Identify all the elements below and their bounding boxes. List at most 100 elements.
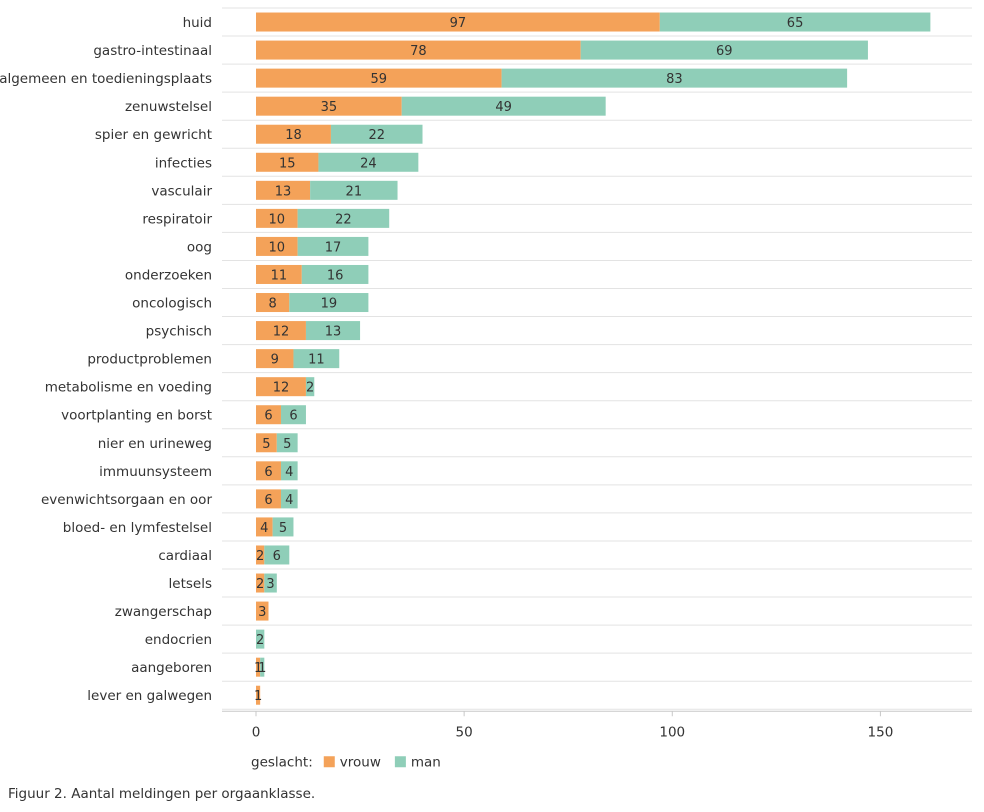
bar-vrouw-psychisch: [256, 321, 306, 341]
legend: geslacht: vrouw man: [251, 754, 441, 770]
bar-man-huid: [659, 12, 931, 32]
bar-label-vrouw-oog: 10: [269, 240, 286, 255]
legend-label-vrouw: vrouw: [340, 754, 381, 770]
category-label-zenuwstelsel: zenuwstelsel: [125, 99, 212, 115]
bar-label-vrouw-respiratoir: 10: [269, 212, 286, 227]
bar-label-man-voortplanting-en-borst: 6: [289, 409, 297, 424]
bar-label-vrouw-oncologisch: 8: [269, 297, 277, 312]
bar-label-man-huid: 65: [787, 16, 804, 31]
bar-label-man-productproblemen: 11: [308, 353, 325, 368]
bar-man-zenuwstelsel: [401, 96, 606, 116]
bar-label-vrouw-productproblemen: 9: [271, 353, 279, 368]
bar-label-man-metabolisme-en-voeding: 2: [306, 381, 314, 396]
bar-label-vrouw-huid: 97: [450, 16, 467, 31]
bar-vrouw-algemeen-en-toedieningsplaats: [256, 68, 502, 88]
category-label-metabolisme-en-voeding: metabolisme en voeding: [45, 380, 212, 396]
category-label-infecties: infecties: [155, 155, 212, 171]
bar-label-vrouw-infecties: 15: [279, 156, 296, 171]
bar-vrouw-zwangerschap: [256, 601, 269, 621]
category-label-psychisch: psychisch: [146, 324, 212, 340]
category-label-gastro-intestinaal: gastro-intestinaal: [93, 43, 212, 59]
bar-man-aangeboren: [260, 657, 265, 677]
bar-man-onderzoeken: [301, 264, 369, 284]
gridlines: [222, 7, 972, 710]
bar-man-spier-en-gewricht: [330, 124, 423, 144]
legend-swatch-man: [394, 756, 406, 768]
stacked-bar-chart: 0 50 100 150 huid gastro-intestinaal algemeen…: [0, 7, 972, 770]
bar-label-man-evenwichtsorgaan-en-oor: 4: [285, 493, 293, 508]
bar-label-man-cardiaal: 6: [273, 549, 281, 564]
bar-vrouw-infecties: [256, 152, 319, 172]
bar-label-man-infecties: 24: [360, 156, 377, 171]
bar-label-vrouw-algemeen-en-toedieningsplaats: 59: [371, 72, 388, 87]
bar-label-vrouw-vasculair: 13: [275, 184, 292, 199]
bar-man-immuunsysteem: [280, 461, 298, 481]
bar-label-man-gastro-intestinaal: 69: [716, 44, 733, 59]
category-labels: huid gastro-intestinaal algemeen en toedie…: [0, 15, 212, 704]
category-label-endocrien: endocrien: [145, 632, 212, 648]
category-label-zwangerschap: zwangerschap: [115, 604, 212, 620]
bar-man-metabolisme-en-voeding: [305, 377, 315, 397]
x-tick-label: 50: [456, 724, 473, 740]
category-label-nier-en-urineweg: nier en urineweg: [98, 436, 212, 452]
x-tick-label: 100: [659, 724, 685, 740]
bar-label-man-bloed-en-lymfestelsel: 5: [279, 521, 287, 536]
bar-label-man-psychisch: 13: [325, 325, 342, 340]
category-label-cardiaal: cardiaal: [158, 548, 212, 564]
bar-label-man-onderzoeken: 16: [327, 268, 344, 283]
bar-man-letsels: [264, 573, 277, 593]
bar-vrouw-productproblemen: [256, 349, 294, 369]
figure-caption: Figuur 2. Aantal meldingen per orgaankla…: [8, 786, 316, 802]
bar-vrouw-immuunsysteem: [256, 461, 281, 481]
category-label-lever-en-galwegen: lever en galwegen: [87, 688, 212, 704]
bar-vrouw-aangeboren: [256, 657, 261, 677]
bar-man-nier-en-urineweg: [276, 433, 298, 453]
category-label-spier-en-gewricht: spier en gewricht: [95, 127, 212, 143]
bar-man-infecties: [318, 152, 419, 172]
bar-vrouw-evenwichtsorgaan-en-oor: [256, 489, 281, 509]
bar-vrouw-onderzoeken: [256, 264, 302, 284]
bar-man-voortplanting-en-borst: [280, 405, 306, 425]
bar-label-vrouw-cardiaal: 2: [256, 549, 264, 564]
bar-label-man-zenuwstelsel: 49: [495, 100, 512, 115]
bar-vrouw-oncologisch: [256, 293, 290, 313]
bar-label-man-algemeen-en-toedieningsplaats: 83: [666, 72, 683, 87]
bar-man-oncologisch: [289, 293, 369, 313]
category-label-letsels: letsels: [169, 576, 212, 592]
category-label-oncologisch: oncologisch: [132, 296, 212, 312]
bar-label-vrouw-metabolisme-en-voeding: 12: [273, 381, 290, 396]
category-label-productproblemen: productproblemen: [87, 352, 212, 368]
bar-label-vrouw-aangeboren: 1: [254, 661, 262, 676]
legend-title: geslacht:: [251, 754, 313, 770]
bar-label-man-oncologisch: 19: [321, 297, 338, 312]
category-label-huid: huid: [183, 15, 212, 31]
bar-vrouw-zenuwstelsel: [256, 96, 402, 116]
legend-label-man: man: [411, 754, 441, 770]
bar-man-psychisch: [305, 321, 361, 341]
category-label-bloed-en-lymfestelsel: bloed- en lymfestelsel: [63, 520, 212, 536]
bar-vrouw-lever-en-galwegen: [256, 685, 261, 705]
bar-label-man-oog: 17: [325, 240, 342, 255]
bar-label-vrouw-gastro-intestinaal: 78: [410, 44, 427, 59]
bar-man-respiratoir: [297, 208, 390, 228]
bar-vrouw-metabolisme-en-voeding: [256, 377, 306, 397]
bar-label-vrouw-onderzoeken: 11: [271, 268, 288, 283]
bar-vrouw-oog: [256, 236, 298, 256]
category-label-evenwichtsorgaan-en-oor: evenwichtsorgaan en oor: [41, 492, 212, 508]
bar-label-man-spier-en-gewricht: 22: [368, 128, 385, 143]
bar-man-endocrien: [256, 629, 265, 649]
bar-vrouw-letsels: [256, 573, 265, 593]
category-label-onderzoeken: onderzoeken: [125, 267, 212, 283]
bar-label-vrouw-psychisch: 12: [273, 325, 290, 340]
bar-vrouw-vasculair: [256, 180, 311, 200]
bar-label-vrouw-nier-en-urineweg: 5: [262, 437, 270, 452]
x-tick-label: 150: [868, 724, 894, 740]
category-label-respiratoir: respiratoir: [142, 211, 212, 227]
bar-label-vrouw-voortplanting-en-borst: 6: [264, 409, 272, 424]
category-label-oog: oog: [187, 239, 212, 255]
bar-label-man-nier-en-urineweg: 5: [283, 437, 291, 452]
bar-label-vrouw-letsels: 2: [256, 577, 264, 592]
bar-label-man-endocrien: 2: [256, 633, 264, 648]
bar-label-vrouw-bloed-en-lymfestelsel: 4: [260, 521, 268, 536]
